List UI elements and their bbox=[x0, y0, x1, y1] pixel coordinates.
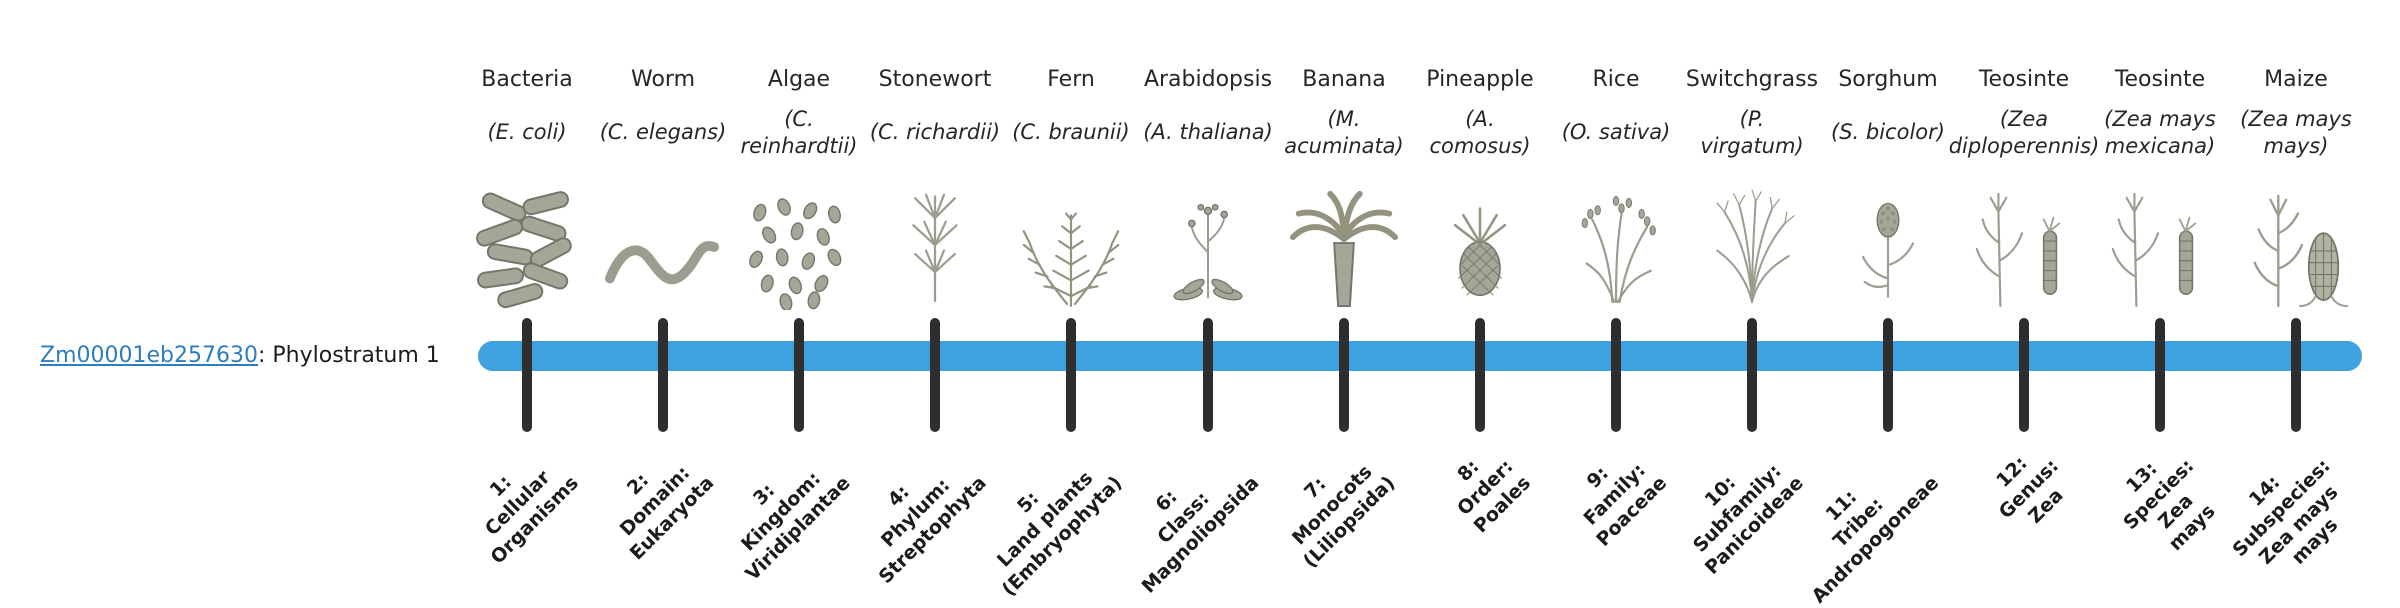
organism-common-name: Worm bbox=[630, 67, 695, 92]
organism-common-name: Maize bbox=[2264, 67, 2328, 92]
rice-icon bbox=[1546, 168, 1686, 310]
organism-scientific-name: (S. bicolor) bbox=[1831, 120, 1945, 145]
phylostratum-label: 4: Phylum: Streptophyta bbox=[874, 471, 991, 588]
arabidopsis-icon bbox=[1138, 168, 1278, 310]
phylostratum-label: 5: Land plants (Embryophyta) bbox=[992, 466, 1127, 601]
organism-common-name: Banana bbox=[1302, 67, 1386, 92]
timeline-tick bbox=[2155, 318, 2165, 432]
timeline-bar bbox=[478, 341, 2362, 371]
algae-icon bbox=[729, 168, 869, 310]
organism-scientific-name: (E. coli) bbox=[487, 120, 567, 145]
phylostratum-label: 9: Family: Poaceae bbox=[1579, 459, 1672, 551]
organism-common-name: Fern bbox=[1047, 67, 1095, 92]
organism-scientific-name: (C. elegans) bbox=[599, 120, 727, 145]
phylostratum-label: 3: Kingdom: Viridiplantae bbox=[736, 467, 855, 585]
phylostratum-label: 7: Monocots (Liliopsida) bbox=[1287, 460, 1400, 572]
teosinte-icon bbox=[2090, 168, 2230, 310]
organism-common-name: Arabidopsis bbox=[1143, 67, 1273, 92]
timeline-tick bbox=[2291, 318, 2301, 432]
phylostratum-label: 12: Genus: Zea bbox=[1991, 452, 2067, 528]
timeline-tick bbox=[794, 318, 804, 432]
phylostratum-label: 1: Cellular Organisms bbox=[480, 466, 583, 569]
organism-scientific-name: (Zea mays mays) bbox=[2240, 106, 2352, 158]
teosinte-icon bbox=[1954, 168, 2094, 310]
organism-scientific-name: (C. richardii) bbox=[869, 120, 1001, 145]
timeline-tick bbox=[1883, 318, 1893, 432]
sorghum-icon bbox=[1818, 168, 1958, 310]
stonewort-icon bbox=[865, 168, 1005, 310]
worm-icon bbox=[593, 168, 733, 310]
organism-scientific-name: (A. comosus) bbox=[1429, 106, 1531, 158]
timeline-tick bbox=[522, 318, 532, 432]
organism-common-name: Rice bbox=[1592, 67, 1640, 92]
organism-scientific-name: (A. thaliana) bbox=[1143, 120, 1273, 145]
timeline-tick bbox=[1203, 318, 1213, 432]
organism-common-name: Teosinte bbox=[1978, 67, 2070, 92]
organism-common-name: Algae bbox=[767, 67, 831, 92]
timeline-tick bbox=[1611, 318, 1621, 432]
timeline-tick bbox=[1339, 318, 1349, 432]
switchgrass-icon bbox=[1682, 168, 1822, 310]
organism-common-name: Switchgrass bbox=[1685, 67, 1819, 92]
organism-scientific-name: (C. braunii) bbox=[1012, 120, 1130, 145]
organism-common-name: Teosinte bbox=[2114, 67, 2206, 92]
organism-scientific-name: (P. virgatum) bbox=[1700, 106, 1804, 158]
organism-scientific-name: (O. sativa) bbox=[1561, 120, 1671, 145]
phylostrata-figure: Zm00001eb257630: Phylostratum 1 Bacteria… bbox=[40, 67, 2366, 607]
maize-icon bbox=[2226, 168, 2366, 310]
bacteria-icon bbox=[457, 168, 597, 310]
organism-scientific-name: (Zea diploperennis) bbox=[1948, 106, 2100, 158]
gene-label: Zm00001eb257630: Phylostratum 1 bbox=[40, 343, 440, 368]
timeline-tick bbox=[930, 318, 940, 432]
gene-id-link[interactable]: Zm00001eb257630 bbox=[40, 343, 258, 368]
timeline-tick bbox=[2019, 318, 2029, 432]
organism-scientific-name: (Zea mays mexicana) bbox=[2104, 106, 2216, 158]
timeline-tick bbox=[1475, 318, 1485, 432]
organism-common-name: Pineapple bbox=[1426, 67, 1534, 92]
organism-common-name: Bacteria bbox=[481, 67, 573, 92]
organism-common-name: Sorghum bbox=[1838, 67, 1938, 92]
timeline-tick bbox=[658, 318, 668, 432]
phylostratum-label: 2: Domain: Eukaryota bbox=[615, 461, 719, 564]
organism-scientific-name: (M. acuminata) bbox=[1284, 106, 1404, 158]
timeline-tick bbox=[1747, 318, 1757, 432]
gene-phylostratum-text: : Phylostratum 1 bbox=[257, 343, 440, 368]
organism-common-name: Stonewort bbox=[878, 67, 992, 92]
banana-icon bbox=[1274, 168, 1414, 310]
phylostratum-label: 13: Species: Zea mays bbox=[2119, 454, 2220, 556]
phylostratum-label: 11: Tribe: Andropogoneae bbox=[1807, 471, 1944, 608]
organism-scientific-name: (C. reinhardtii) bbox=[740, 106, 858, 158]
timeline-tick bbox=[1066, 318, 1076, 432]
phylostratum-label: 6: Class: Magnoliopsida bbox=[1137, 471, 1264, 598]
phylostratum-label: 14: Subspecies: Zea mays mays bbox=[2228, 454, 2343, 569]
phylostratum-label: 8: Order: Poales bbox=[1453, 455, 1536, 538]
pineapple-icon bbox=[1410, 168, 1550, 310]
organism-columns: Bacteria (E. coli) 1: Cellular Organisms W… bbox=[457, 67, 2366, 607]
fern-icon bbox=[1001, 168, 1141, 310]
